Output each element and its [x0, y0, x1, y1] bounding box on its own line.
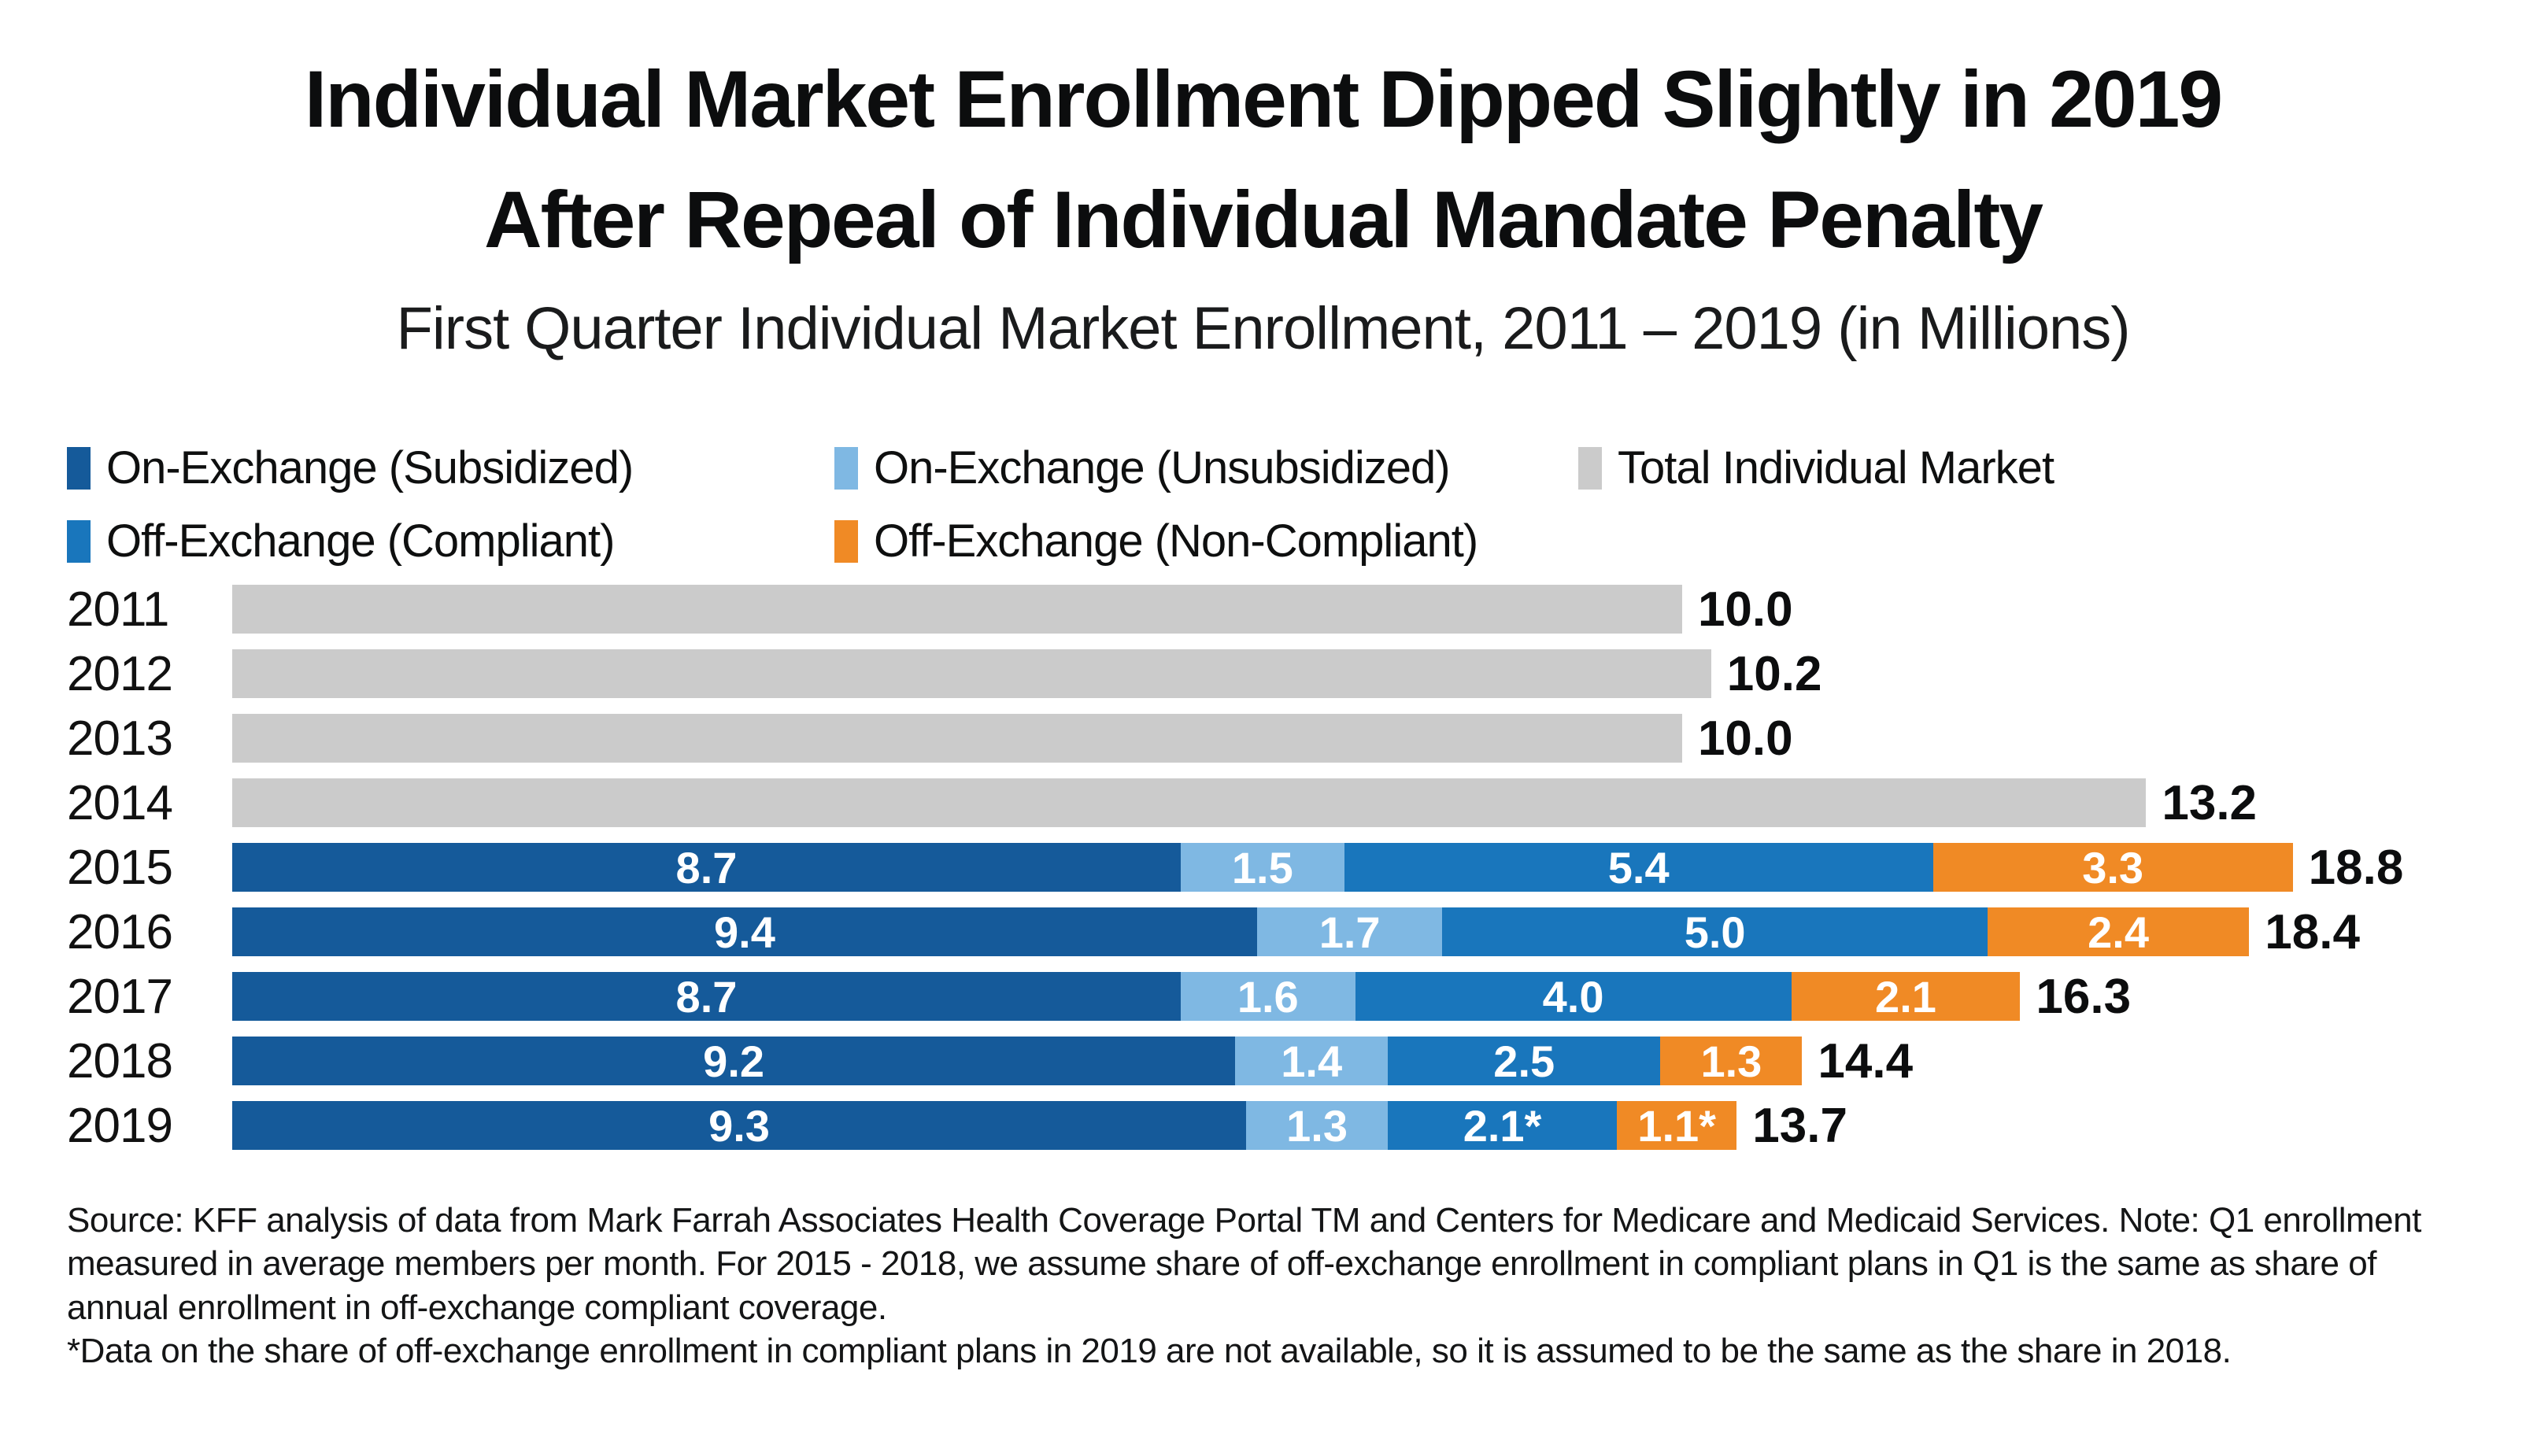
legend-swatch-icon — [1578, 446, 1602, 490]
bar-segment — [232, 649, 1711, 698]
chart-row-2019: 2019 9.3 1.3 2.1* 1.1* 13.7 — [67, 1099, 2526, 1153]
bar-track: 8.7 1.6 4.0 2.1 16.3 — [232, 970, 2526, 1024]
year-label: 2015 — [67, 840, 173, 895]
chart-row-2018: 2018 9.2 1.4 2.5 1.3 14.4 — [67, 1034, 2526, 1088]
bar-segment: 5.4 — [1344, 843, 1933, 892]
year-label: 2018 — [67, 1033, 173, 1088]
year-label: 2014 — [67, 775, 173, 830]
legend-label: On-Exchange (Unsubsidized) — [874, 442, 1451, 493]
year-label: 2012 — [67, 646, 173, 701]
bar-segment: 1.3 — [1246, 1101, 1389, 1150]
bar-track: 10.2 — [232, 647, 2526, 701]
bar-segment: 9.4 — [232, 907, 1257, 956]
bar-segment — [232, 585, 1682, 634]
bar-segment: 2.5 — [1388, 1037, 1661, 1085]
asterisk-footnote: *Data on the share of off-exchange enrol… — [67, 1332, 2232, 1371]
legend: On-Exchange (Subsidized) On-Exchange (Uns… — [67, 442, 2526, 567]
total-value-label: 18.4 — [2265, 904, 2360, 959]
legend-swatch-icon — [834, 519, 858, 563]
bar-track: 10.0 — [232, 711, 2526, 766]
chart-row-2012: 2012 10.2 — [67, 647, 2526, 701]
bar-segment: 2.1 — [1791, 972, 2021, 1021]
total-value-label: 10.0 — [1697, 711, 1793, 766]
total-value-label: 14.4 — [1818, 1033, 1914, 1088]
chart-row-2017: 2017 8.7 1.6 4.0 2.1 16.3 — [67, 970, 2526, 1024]
bar-segment: 2.4 — [1987, 907, 2250, 956]
legend-label: Total Individual Market — [1618, 442, 2054, 493]
chart-row-2015: 2015 8.7 1.5 5.4 3.3 18.8 — [67, 841, 2526, 895]
chart-title-line1: Individual Market Enrollment Dipped Slig… — [304, 54, 2223, 144]
bar-segment: 9.3 — [232, 1101, 1247, 1150]
source-note: Source: KFF analysis of data from Mark F… — [67, 1201, 2421, 1327]
legend-item: Off-Exchange (Compliant) — [67, 515, 834, 567]
legend-label: On-Exchange (Subsidized) — [106, 442, 634, 493]
bar-track: 9.2 1.4 2.5 1.3 14.4 — [232, 1034, 2526, 1088]
bar-segment: 1.5 — [1180, 843, 1344, 892]
bar-track: 13.2 — [232, 776, 2526, 830]
bar-chart: 2011 10.0 2012 10.2 2013 10.0 2014 13.2 2015 8.7 1… — [67, 582, 2526, 1153]
bar-segment — [232, 778, 2147, 827]
legend-label: Off-Exchange (Compliant) — [106, 516, 615, 567]
total-value-label: 18.8 — [2308, 840, 2404, 895]
bar-segment: 9.2 — [232, 1037, 1236, 1085]
bar-segment: 2.1* — [1388, 1101, 1617, 1150]
year-label: 2017 — [67, 969, 173, 1024]
bar-segment: 1.3 — [1660, 1037, 1803, 1085]
bar-segment: 1.6 — [1180, 972, 1355, 1021]
legend-item: On-Exchange (Unsubsidized) — [834, 442, 1578, 494]
total-value-label: 10.2 — [1726, 646, 1822, 701]
chart-row-2013: 2013 10.0 — [67, 711, 2526, 766]
legend-swatch-icon — [834, 446, 858, 490]
bar-segment: 8.7 — [232, 843, 1181, 892]
year-label: 2011 — [67, 582, 169, 637]
bar-track: 9.4 1.7 5.0 2.4 18.4 — [232, 905, 2526, 959]
bar-segment: 4.0 — [1355, 972, 1792, 1021]
total-value-label: 10.0 — [1697, 582, 1793, 637]
chart-title: Individual Market Enrollment Dipped Slig… — [0, 39, 2526, 280]
bar-track: 10.0 — [232, 582, 2526, 637]
legend-item: Total Individual Market — [1578, 442, 2526, 494]
total-value-label: 16.3 — [2036, 969, 2132, 1024]
year-label: 2016 — [67, 904, 173, 959]
bar-segment: 8.7 — [232, 972, 1181, 1021]
chart-row-2014: 2014 13.2 — [67, 776, 2526, 830]
chart-row-2011: 2011 10.0 — [67, 582, 2526, 637]
bar-track: 9.3 1.3 2.1* 1.1* 13.7 — [232, 1099, 2526, 1153]
chart-subtitle: First Quarter Individual Market Enrollme… — [396, 295, 2130, 362]
bar-segment: 5.0 — [1442, 907, 1988, 956]
bar-segment: 1.1* — [1616, 1101, 1737, 1150]
legend-swatch-icon — [67, 519, 91, 563]
chart-row-2016: 2016 9.4 1.7 5.0 2.4 18.4 — [67, 905, 2526, 959]
legend-item: Off-Exchange (Non-Compliant) — [834, 515, 1578, 567]
footer-notes: Source: KFF analysis of data from Mark F… — [67, 1199, 2459, 1373]
bar-track: 8.7 1.5 5.4 3.3 18.8 — [232, 841, 2526, 895]
year-label: 2019 — [67, 1098, 173, 1153]
chart-title-line2: After Repeal of Individual Mandate Penal… — [483, 175, 2043, 264]
legend-item: On-Exchange (Subsidized) — [67, 442, 834, 494]
legend-label: Off-Exchange (Non-Compliant) — [874, 516, 1478, 567]
bar-segment: 1.4 — [1235, 1037, 1389, 1085]
total-value-label: 13.7 — [1752, 1098, 1847, 1153]
legend-swatch-icon — [67, 446, 91, 490]
bar-segment: 3.3 — [1932, 843, 2293, 892]
bar-segment: 1.7 — [1256, 907, 1443, 956]
total-value-label: 13.2 — [2162, 775, 2258, 830]
bar-segment — [232, 714, 1682, 763]
year-label: 2013 — [67, 711, 173, 766]
